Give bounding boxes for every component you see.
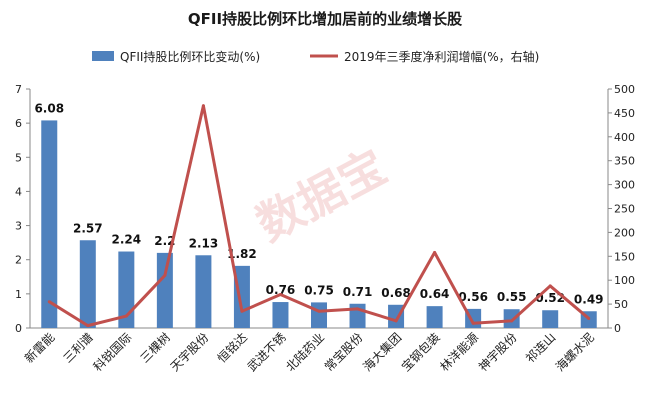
bar-data-label: 0.49 — [574, 292, 604, 306]
bar-data-label: 6.08 — [34, 101, 64, 115]
line-point — [587, 316, 591, 320]
bar — [272, 302, 289, 328]
right-tick-label: 200 — [614, 226, 635, 239]
bar-data-label: 2.57 — [73, 221, 103, 235]
left-tick-label: 7 — [15, 83, 22, 96]
line-point — [394, 319, 398, 323]
bar-data-label: 0.75 — [304, 283, 334, 297]
bar — [41, 120, 58, 328]
bar-data-label: 0.64 — [420, 287, 450, 301]
category-label: 三棵树 — [137, 330, 173, 366]
category-label: 武进不锈 — [245, 330, 289, 374]
line-point — [356, 307, 360, 311]
bar — [542, 310, 559, 328]
line-point — [240, 309, 244, 313]
bar-data-label: 2.13 — [189, 236, 219, 250]
left-tick-label: 0 — [15, 322, 22, 335]
bar — [79, 240, 96, 328]
bar-series — [41, 120, 597, 328]
chart-title: QFII持股比例环比增加居前的业绩增长股 — [188, 10, 463, 28]
category-label: 恒铭达 — [214, 330, 250, 366]
bar-data-label: 2.24 — [112, 233, 142, 247]
bar-data-label: 2.2 — [154, 234, 175, 248]
line-point — [86, 324, 90, 328]
line-point — [124, 314, 128, 318]
category-label: 祁连山 — [522, 330, 558, 366]
legend-swatch-bar — [92, 51, 114, 61]
bar-data-label: 0.76 — [266, 283, 296, 297]
right-tick-label: 50 — [614, 298, 628, 311]
bar — [388, 304, 405, 328]
left-tick-label: 5 — [15, 151, 22, 164]
bar-data-label: 0.68 — [381, 286, 411, 300]
left-axis-ticks: 0 1 2 3 4 5 6 7 — [15, 83, 30, 335]
bar-data-label: 1.82 — [227, 247, 257, 261]
right-tick-label: 100 — [614, 274, 635, 287]
category-label: 新雷能 — [21, 330, 57, 366]
bar-data-label: 0.55 — [497, 290, 527, 304]
line-point — [548, 284, 552, 288]
bar-data-label: 0.56 — [458, 290, 488, 304]
right-tick-label: 300 — [614, 179, 635, 192]
line-point — [433, 250, 437, 254]
bar — [156, 252, 173, 328]
bar — [311, 302, 327, 328]
right-tick-label: 400 — [614, 131, 635, 144]
category-label: 三利谱 — [61, 330, 96, 365]
bar-data-label: 0.71 — [343, 285, 373, 299]
left-tick-label: 6 — [15, 117, 22, 130]
legend-label-line: 2019年三季度净利润增幅(%，右轴) — [344, 49, 539, 64]
left-tick-label: 3 — [15, 220, 22, 233]
left-tick-label: 1 — [15, 288, 22, 301]
category-label: 常宝股份 — [322, 330, 366, 374]
right-axis-ticks: 0 50 100 150 200 250 300 350 400 450 500 — [608, 83, 635, 335]
category-label: 神宇股份 — [476, 330, 520, 374]
right-tick-label: 450 — [614, 107, 635, 120]
line-point — [47, 300, 51, 304]
bar-data-labels: 6.08 2.57 2.24 2.2 2.13 1.82 0.76 0.75 0.71 0.68 0… — [34, 101, 603, 306]
line-point — [510, 319, 514, 323]
line-point — [201, 104, 205, 108]
right-tick-label: 250 — [614, 203, 635, 216]
category-label: 海大集团 — [360, 330, 405, 375]
watermark: 数据宝 — [248, 139, 395, 251]
category-label: 宝钢包装 — [399, 330, 443, 374]
right-tick-label: 150 — [614, 250, 635, 263]
line-series — [47, 104, 591, 328]
bar — [118, 251, 135, 328]
bar — [195, 255, 212, 328]
category-label: 科锐国际 — [91, 330, 135, 374]
category-label: 海螺水泥 — [552, 330, 597, 375]
left-tick-label: 2 — [15, 254, 22, 267]
line-point — [278, 293, 282, 297]
line-point — [317, 309, 321, 313]
category-label: 天宇股份 — [168, 330, 212, 374]
category-label: 北陆药业 — [283, 330, 328, 375]
bar-data-label: 0.52 — [535, 291, 565, 305]
left-tick-label: 4 — [15, 185, 22, 198]
right-tick-label: 350 — [614, 155, 635, 168]
legend-label-bar: QFII持股比例环比变动(%) — [120, 49, 260, 64]
bar — [503, 309, 520, 328]
category-label: 林洋能源 — [437, 330, 482, 375]
bar — [426, 306, 443, 328]
line-point — [163, 273, 167, 277]
right-tick-label: 500 — [614, 83, 635, 96]
right-tick-label: 0 — [614, 322, 621, 335]
line-point — [471, 321, 475, 325]
legend: QFII持股比例环比变动(%) 2019年三季度净利润增幅(%，右轴) — [92, 49, 539, 64]
bar — [233, 265, 250, 328]
